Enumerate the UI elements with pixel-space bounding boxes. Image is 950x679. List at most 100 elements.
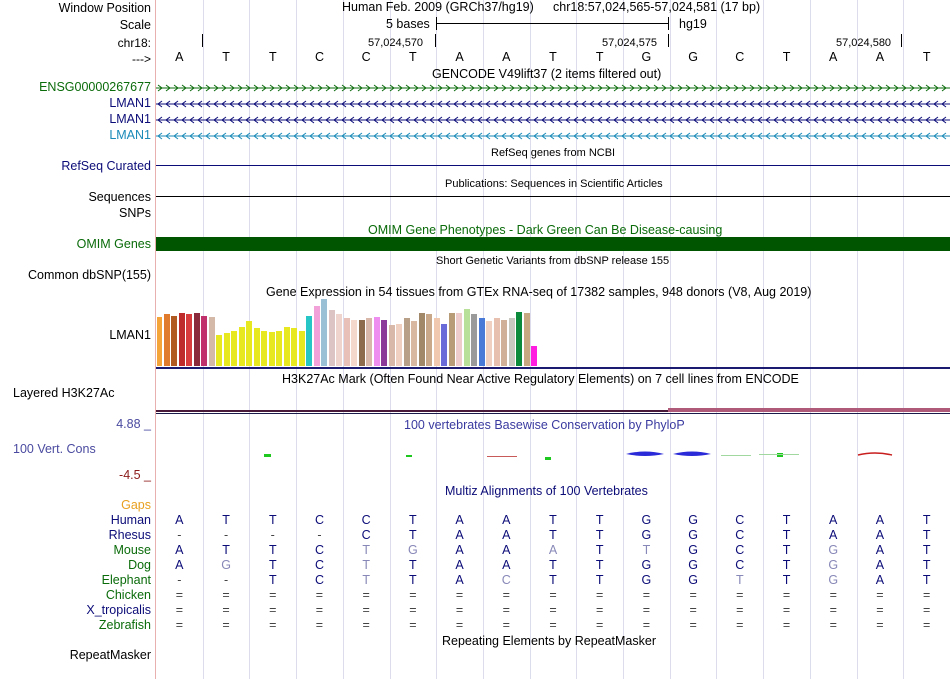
gtex-tissue-bar[interactable] <box>411 321 418 366</box>
gencode-strand-chevron <box>325 84 331 92</box>
phylop-signal[interactable] <box>156 445 950 465</box>
gtex-tissue-bar[interactable] <box>516 312 522 366</box>
track-label-gencode-1[interactable]: ENSG00000267677 <box>39 80 151 94</box>
species-label[interactable]: Elephant <box>101 573 151 587</box>
gtex-tissue-bar[interactable] <box>403 318 410 366</box>
species-label[interactable]: Dog <box>128 558 151 572</box>
gencode-strand-chevron <box>941 116 947 124</box>
species-label[interactable]: Human <box>110 513 151 527</box>
ruler-tick-label-3: 57,024,580 <box>836 37 892 49</box>
gtex-tissue-bar[interactable] <box>418 313 425 366</box>
gencode-strand-chevron <box>549 84 555 92</box>
species-label[interactable]: Chicken <box>105 588 151 602</box>
gtex-tissue-bar[interactable] <box>501 320 508 366</box>
gtex-tissue-bar[interactable] <box>456 313 463 366</box>
gtex-tissue-bar[interactable] <box>463 309 470 366</box>
gtex-tissue-bar[interactable] <box>313 306 320 366</box>
gtex-tissue-bar[interactable] <box>343 318 350 366</box>
publications-line[interactable] <box>156 196 950 197</box>
gtex-tissue-bar[interactable] <box>276 331 283 366</box>
gencode-strand-chevron <box>477 100 483 108</box>
track-label-gencode-3[interactable]: LMAN1 <box>109 112 151 126</box>
gtex-tissue-bar[interactable] <box>283 327 290 366</box>
gtex-tissue-bar[interactable] <box>336 314 343 366</box>
gtex-tissue-bar[interactable] <box>186 314 193 366</box>
gtex-tissue-bar[interactable] <box>163 314 170 366</box>
track-label-repeatmasker[interactable]: RepeatMasker <box>69 648 151 662</box>
base-letter: T <box>595 50 604 64</box>
track-label-gencode-4[interactable]: LMAN1 <box>109 128 151 142</box>
gtex-tissue-bar[interactable] <box>201 316 208 366</box>
gtex-bar-chart[interactable] <box>156 298 538 366</box>
gtex-tissue-bar[interactable] <box>471 314 478 366</box>
species-label[interactable]: Rhesus <box>108 528 151 542</box>
species-label[interactable]: Mouse <box>113 543 151 557</box>
gtex-tissue-bar[interactable] <box>246 321 253 366</box>
gtex-tissue-bar[interactable] <box>208 317 215 366</box>
alignment-base: T <box>362 558 370 572</box>
gtex-tissue-bar[interactable] <box>231 331 238 366</box>
gencode-strand-chevron <box>821 84 827 92</box>
gencode-strand-chevron <box>389 116 395 124</box>
track-label-phylop[interactable]: 100 Vert. Cons <box>13 442 96 456</box>
omim-gene-bar[interactable] <box>156 237 950 251</box>
gtex-tissue-bar[interactable] <box>253 328 260 366</box>
gtex-tissue-bar[interactable] <box>396 324 403 366</box>
gencode-strand-chevron <box>493 84 499 92</box>
track-label-omim[interactable]: OMIM Genes <box>76 237 151 251</box>
track-data-area[interactable]: Human Feb. 2009 (GRCh37/hg19) chr18:57,0… <box>156 0 950 679</box>
track-label-gencode-2[interactable]: LMAN1 <box>109 96 151 110</box>
gtex-tissue-bar[interactable] <box>223 333 230 366</box>
track-label-sequences[interactable]: Sequences <box>88 190 151 204</box>
gtex-tissue-bar[interactable] <box>486 321 493 366</box>
gencode-strand-chevron <box>589 84 595 92</box>
gtex-tissue-bar[interactable] <box>298 331 305 366</box>
ruler-tick-3 <box>901 34 902 47</box>
h3k27ac-signal-b[interactable] <box>668 408 950 412</box>
track-label-refseq[interactable]: RefSeq Curated <box>61 159 151 173</box>
gencode-transcripts[interactable] <box>156 80 950 140</box>
gencode-strand-chevron <box>237 84 243 92</box>
gtex-tissue-bar[interactable] <box>171 316 178 366</box>
track-label-gaps[interactable]: Gaps <box>121 498 151 512</box>
gtex-tissue-bar[interactable] <box>478 318 485 366</box>
gtex-tissue-bar[interactable] <box>373 317 380 366</box>
gencode-strand-chevron <box>429 84 435 92</box>
gencode-strand-chevron <box>749 132 755 140</box>
gtex-tissue-bar[interactable] <box>493 318 500 366</box>
gtex-tissue-bar[interactable] <box>508 318 515 366</box>
gtex-tissue-bar[interactable] <box>261 331 268 366</box>
gtex-tissue-bar[interactable] <box>523 313 530 366</box>
gtex-tissue-bar[interactable] <box>388 325 395 366</box>
gtex-tissue-bar[interactable] <box>328 310 335 366</box>
gtex-tissue-bar[interactable] <box>381 320 388 366</box>
alignment-base: A <box>548 543 558 557</box>
track-label-h3k27ac[interactable]: Layered H3K27Ac <box>13 386 115 400</box>
gtex-tissue-bar[interactable] <box>291 328 298 366</box>
gtex-tissue-bar[interactable] <box>426 314 433 366</box>
track-label-snps[interactable]: SNPs <box>119 206 151 220</box>
gtex-tissue-bar[interactable] <box>238 327 245 366</box>
alignment-base: T <box>595 528 604 542</box>
gtex-tissue-bar[interactable] <box>351 320 358 366</box>
species-label[interactable]: X_tropicalis <box>86 603 151 617</box>
gtex-tissue-bar[interactable] <box>448 313 455 366</box>
alignment-base: C <box>314 513 324 527</box>
gtex-tissue-bar[interactable] <box>321 299 328 366</box>
h3k27ac-signal-a[interactable] <box>156 410 668 412</box>
track-label-dbsnp[interactable]: Common dbSNP(155) <box>28 268 151 282</box>
gtex-tissue-bar[interactable] <box>366 318 373 366</box>
track-label-gtex[interactable]: LMAN1 <box>109 328 151 342</box>
gtex-tissue-bar[interactable] <box>531 346 537 366</box>
gtex-tissue-bar[interactable] <box>441 324 448 366</box>
species-label[interactable]: Zebrafish <box>98 618 151 632</box>
gtex-tissue-bar[interactable] <box>156 317 163 366</box>
gtex-tissue-bar[interactable] <box>433 318 440 366</box>
gtex-tissue-bar[interactable] <box>216 335 223 366</box>
gtex-tissue-bar[interactable] <box>358 320 365 366</box>
gtex-tissue-bar[interactable] <box>178 313 185 366</box>
refseq-gene-line[interactable] <box>156 165 950 166</box>
gtex-tissue-bar[interactable] <box>268 332 275 366</box>
gtex-tissue-bar[interactable] <box>193 313 200 366</box>
gtex-tissue-bar[interactable] <box>306 316 313 366</box>
